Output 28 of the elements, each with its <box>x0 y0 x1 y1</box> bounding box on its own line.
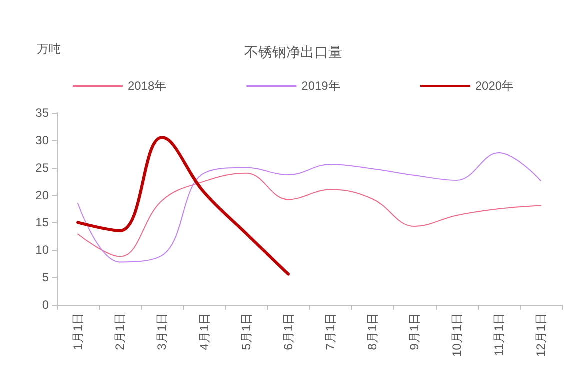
line-series <box>76 136 290 276</box>
x-tick-label: 8月1日 <box>366 313 380 350</box>
y-tick-label: 10 <box>36 243 50 258</box>
y-tick-label: 30 <box>36 133 50 148</box>
x-tick-label: 5月1日 <box>239 313 254 350</box>
x-tick-label: 11月1日 <box>492 313 506 356</box>
line-series <box>78 172 542 258</box>
legend-label: 2020年 <box>475 79 514 93</box>
y-tick-label: 25 <box>36 160 50 175</box>
x-tick-label: 3月1日 <box>155 313 170 350</box>
legend-label: 2018年 <box>128 79 167 93</box>
x-tick-label: 7月1日 <box>324 313 338 350</box>
y-tick-label: 5 <box>42 270 50 285</box>
x-tick-label: 12月1日 <box>534 313 548 358</box>
y-tick-label: 35 <box>36 106 50 120</box>
x-tick-label: 6月1日 <box>281 313 296 350</box>
legend-label: 2019年 <box>302 79 340 93</box>
x-tick-label: 1月1日 <box>71 313 86 350</box>
y-tick-label: 20 <box>36 188 50 202</box>
y-tick-label: 15 <box>36 216 50 230</box>
x-tick-label: 9月1日 <box>408 313 422 350</box>
y-tick-label: 0 <box>42 298 50 312</box>
y-axis-title: 万吨 <box>37 42 61 56</box>
chart-title: 不锈钢净出口量 <box>244 44 342 60</box>
x-tick-label: 10月1日 <box>450 313 464 358</box>
x-tick-label: 2月1日 <box>113 313 128 350</box>
line-series <box>78 152 542 263</box>
x-tick-label: 4月1日 <box>197 313 212 350</box>
